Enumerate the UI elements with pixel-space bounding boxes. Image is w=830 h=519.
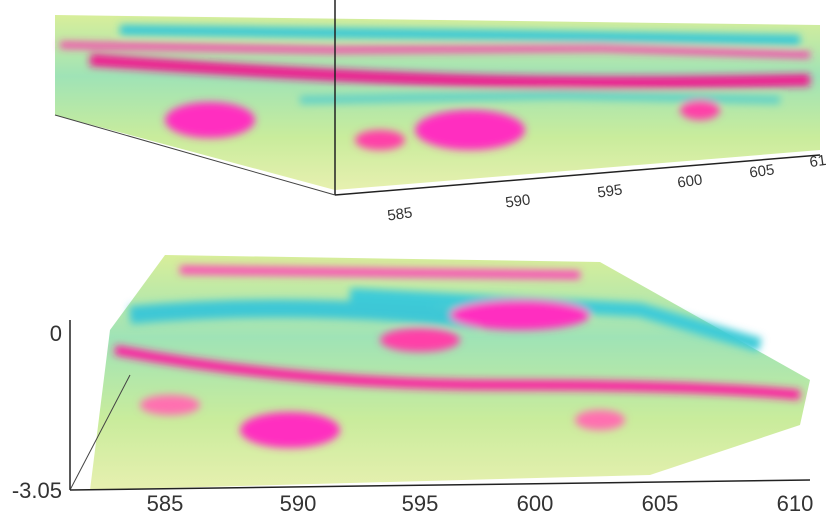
tick-label: 595 — [402, 491, 439, 516]
tick-label: 610 — [777, 491, 814, 516]
tick-label: 590 — [504, 191, 531, 211]
bottom-panel: 0 -3.05 585 590 595 600 605 610 — [12, 255, 814, 516]
tick-label: 595 — [596, 181, 623, 201]
tick-label: 600 — [676, 171, 703, 191]
cloud-features — [114, 266, 801, 448]
tick-label: 0 — [50, 321, 62, 346]
tick-label: 590 — [280, 491, 317, 516]
point-cloud — [55, 15, 820, 190]
tick-label: 61 — [808, 152, 827, 171]
tick-label: 605 — [748, 161, 775, 181]
tick-label: 605 — [642, 491, 679, 516]
top-panel: 585 590 595 600 605 61 — [54, 0, 827, 225]
cloud-features — [59, 25, 811, 150]
tick-label: 585 — [386, 204, 413, 224]
tick-label: 585 — [147, 491, 184, 516]
point-cloud — [90, 255, 810, 490]
tick-label: -3.05 — [12, 478, 62, 503]
tick-label: 600 — [517, 491, 554, 516]
